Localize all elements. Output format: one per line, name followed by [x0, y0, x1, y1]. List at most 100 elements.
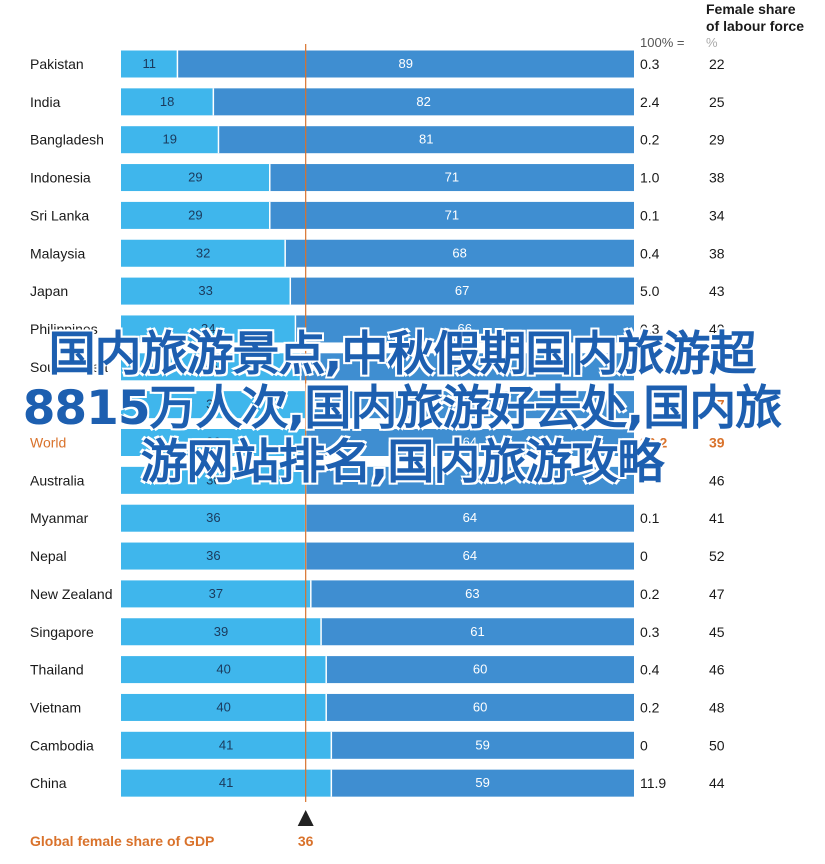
- female-share-value: 38: [709, 245, 725, 261]
- bar-right-segment: [305, 429, 634, 456]
- female-share-header-line1: Female share: [706, 1, 796, 17]
- gdp-title: Global female share of GDP: [30, 833, 214, 849]
- total-value: 0.3: [640, 321, 660, 337]
- bar-right-segment: [326, 656, 634, 684]
- bar-right-label: 68: [452, 245, 466, 260]
- bar-left-label: 36: [206, 397, 220, 412]
- bar-right-label: 71: [445, 170, 459, 185]
- bar-left-segment: [121, 50, 178, 78]
- bar-right-segment: [300, 353, 634, 381]
- female-share-value: 38: [709, 170, 725, 186]
- bar-right-label: 61: [470, 624, 484, 639]
- bar-left-segment: [121, 126, 219, 154]
- bar-left-label: 33: [198, 283, 212, 298]
- bar-left-label: 35: [204, 359, 218, 374]
- bar-right-segment: [269, 164, 634, 192]
- bar-left-segment: [121, 429, 306, 456]
- country-label: Singapore: [30, 624, 94, 640]
- female-share-value: 29: [709, 132, 725, 148]
- bar-left-segment: [121, 88, 214, 116]
- country-label: Cambodia: [30, 737, 94, 753]
- total-value: 1.0: [640, 170, 660, 186]
- bar-left-label: 40: [216, 662, 230, 677]
- female-share-value: 40: [709, 321, 725, 337]
- total-value: 80.2: [640, 435, 667, 451]
- female-share-value: 39: [709, 435, 725, 451]
- bar-right-label: 64: [463, 548, 477, 563]
- female-share-value: 25: [709, 94, 725, 110]
- bar-right-label: 64: [463, 435, 477, 450]
- female-share-value: 43: [709, 283, 725, 299]
- female-share-value: 37: [709, 397, 725, 413]
- bar-right-segment: [305, 466, 634, 494]
- female-share-value: 42: [709, 359, 725, 375]
- bar-left-label: 37: [209, 586, 223, 601]
- bar-left-segment: [121, 391, 306, 419]
- female-share-value: 50: [709, 737, 725, 753]
- country-label: Nepal: [30, 548, 67, 564]
- total-value: 0.3: [640, 624, 660, 640]
- bar-left-label: 11: [142, 56, 156, 71]
- bar-right-segment: [305, 542, 634, 570]
- bar-right-label: 63: [465, 586, 479, 601]
- country-label: Australia: [30, 472, 85, 488]
- female-share-value: 52: [709, 548, 725, 564]
- bar-left-segment: [121, 731, 332, 759]
- bar-left-segment: [121, 580, 311, 608]
- bar-left-segment: [121, 353, 301, 381]
- bar-left-label: 29: [188, 207, 202, 222]
- bar-left-segment: [121, 769, 332, 797]
- total-value: 2.4: [640, 94, 660, 110]
- bar-left-segment: [121, 504, 306, 532]
- country-label: Myanmar: [30, 510, 89, 526]
- bar-left-label: 41: [219, 775, 233, 790]
- total-value: 0.2: [640, 586, 660, 602]
- female-share-header-line2: of labour force: [706, 18, 804, 34]
- bar-left-label: 41: [219, 737, 233, 752]
- country-label: Japan: [30, 283, 68, 299]
- total-value: 0.3: [640, 56, 660, 72]
- bar-left-segment: [121, 164, 270, 192]
- reference-marker: [297, 810, 314, 826]
- bar-right-label: 60: [473, 662, 487, 677]
- country-label: Sri Lanka: [30, 207, 89, 223]
- bar-right-label: 65: [460, 359, 474, 374]
- bar-left-label: 36: [206, 472, 220, 487]
- bar-left-label: 39: [214, 624, 228, 639]
- female-share-value: 46: [709, 472, 725, 488]
- bar-right-segment: [305, 391, 634, 419]
- total-value: 0.4: [640, 245, 660, 261]
- female-share-value: 48: [709, 699, 725, 715]
- country-label: Bangladesh: [30, 132, 104, 148]
- pct-unit: %: [706, 35, 718, 50]
- female-share-value: 46: [709, 662, 725, 678]
- total-value: 0.1: [640, 510, 660, 526]
- bar-left-label: 36: [206, 510, 220, 525]
- bar-right-label: 89: [398, 56, 412, 71]
- bar-left-label: 40: [216, 699, 230, 714]
- bar-right-segment: [326, 693, 634, 721]
- bar-right-segment: [177, 50, 634, 78]
- bar-left-label: 36: [206, 548, 220, 563]
- bar-right-segment: [331, 731, 634, 759]
- bar-left-segment: [121, 466, 306, 494]
- female-share-value: 22: [709, 56, 725, 72]
- bar-right-label: 64: [463, 472, 477, 487]
- bar-right-label: 67: [455, 283, 469, 298]
- total-value: 0.2: [640, 132, 660, 148]
- bar-right-label: 64: [463, 397, 477, 412]
- country-label: World: [30, 435, 66, 451]
- bar-left-segment: [121, 542, 306, 570]
- country-label: China: [30, 775, 67, 791]
- bar-left-segment: [121, 693, 327, 721]
- bar-right-segment: [321, 618, 634, 646]
- bar-left-label: 36: [206, 435, 220, 450]
- female-share-value: 47: [709, 586, 725, 602]
- bar-right-segment: [305, 504, 634, 532]
- bar-right-label: 64: [463, 510, 477, 525]
- bar-left-segment: [121, 277, 291, 305]
- bar-right-segment: [269, 201, 634, 229]
- bar-right-label: 82: [416, 94, 430, 109]
- bar-right-segment: [213, 88, 634, 116]
